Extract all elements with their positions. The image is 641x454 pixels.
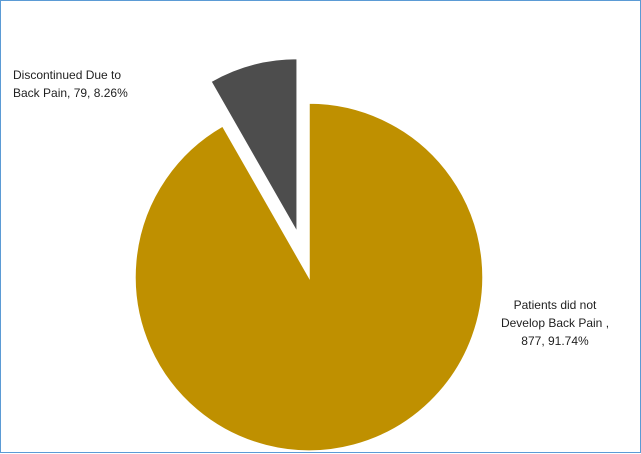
data-label-discontinued: Discontinued Due to Back Pain, 79, 8.26% bbox=[13, 68, 128, 100]
pie-slice-discontinued bbox=[209, 57, 298, 236]
data-label-no-back-pain: Patients did not Develop Back Pain , 877… bbox=[500, 298, 610, 348]
pie-slice-no-back-pain bbox=[134, 102, 484, 452]
